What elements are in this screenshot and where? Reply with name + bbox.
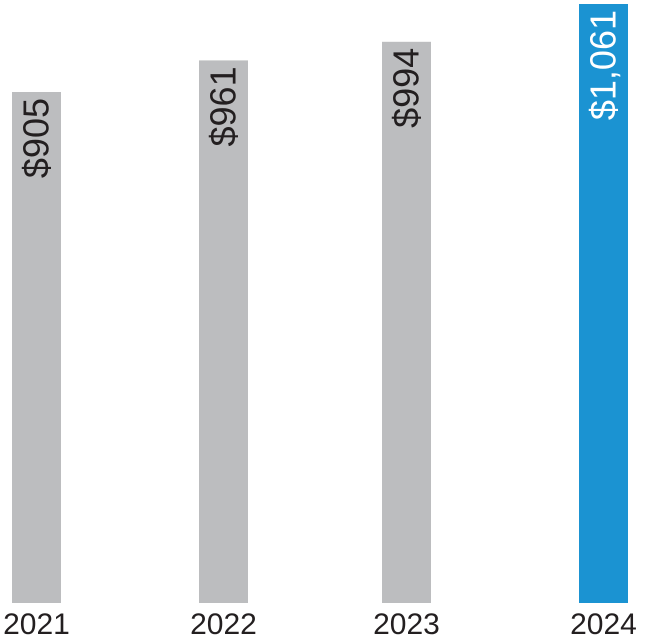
x-tick-label-2023: 2023 [373, 608, 440, 638]
bar-2024 [579, 4, 628, 603]
value-label-2021: $905 [16, 98, 57, 178]
bar-2022 [199, 60, 248, 603]
value-label-2022: $961 [203, 66, 244, 146]
bar-2023 [382, 41, 431, 604]
value-label-2024: $1,061 [583, 10, 624, 120]
bar-2021 [12, 92, 61, 603]
value-label-2023: $994 [386, 48, 427, 128]
x-tick-label-2022: 2022 [190, 608, 257, 638]
x-tick-label-2021: 2021 [3, 608, 70, 638]
x-tick-label-2024: 2024 [570, 608, 637, 638]
